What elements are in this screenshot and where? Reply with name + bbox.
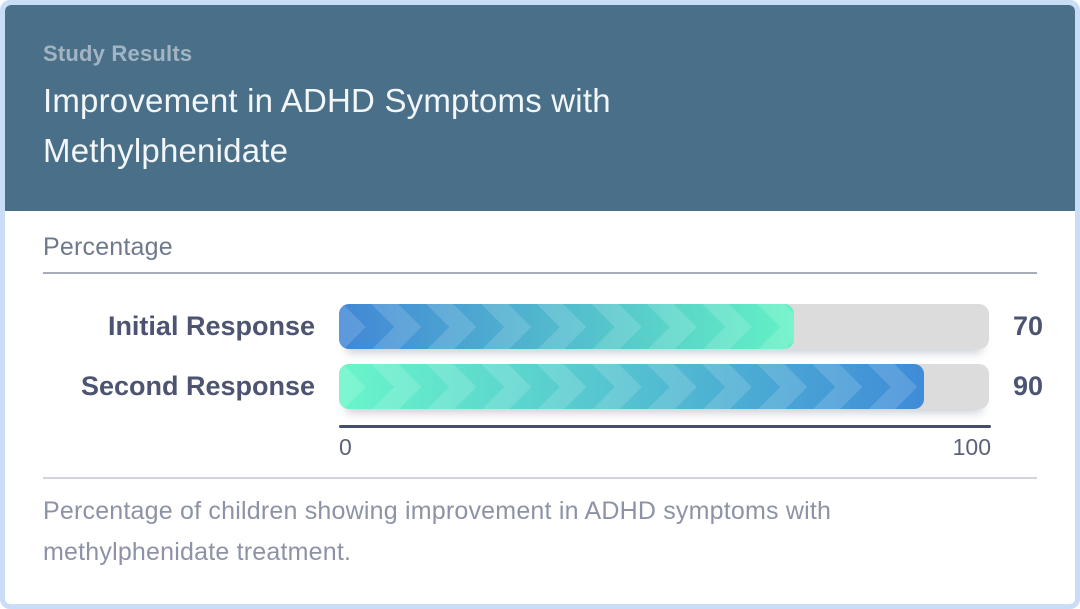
bar-label: Initial Response <box>107 311 315 341</box>
bar-row-second-response: Second Response 90 <box>43 364 1043 409</box>
bar-value: 70 <box>1013 311 1044 341</box>
card-subtitle: Study Results <box>43 41 193 66</box>
bar-track <box>339 364 989 409</box>
card-header: Study Results Improvement in ADHD Sympto… <box>5 5 1075 211</box>
bar-value: 90 <box>1013 371 1044 401</box>
card-title: Improvement in ADHD Symptoms with Methyl… <box>43 82 611 169</box>
bar-row-initial-response: Initial Response 70 <box>43 304 1043 349</box>
card-body: Percentage Initial Response 70 Second Re… <box>5 233 1075 572</box>
tick-max: 100 <box>952 434 991 460</box>
bar-track <box>339 304 989 349</box>
bar-label: Second Response <box>80 371 315 401</box>
x-axis-ticks: 0 100 <box>339 434 991 461</box>
x-axis-line <box>339 425 991 428</box>
tick-min: 0 <box>339 434 352 460</box>
x-axis: 0 100 <box>339 425 991 461</box>
value-axis-label: Percentage <box>43 233 173 261</box>
caption-divider <box>43 477 1037 479</box>
chart-caption: Percentage of children showing improveme… <box>43 497 832 566</box>
bar-fill-second-response <box>339 364 924 409</box>
bar-fill-initial-response <box>339 304 794 349</box>
bar-chart: Initial Response 70 Second Response 90 0… <box>43 304 1043 461</box>
axis-label-divider <box>43 272 1037 274</box>
